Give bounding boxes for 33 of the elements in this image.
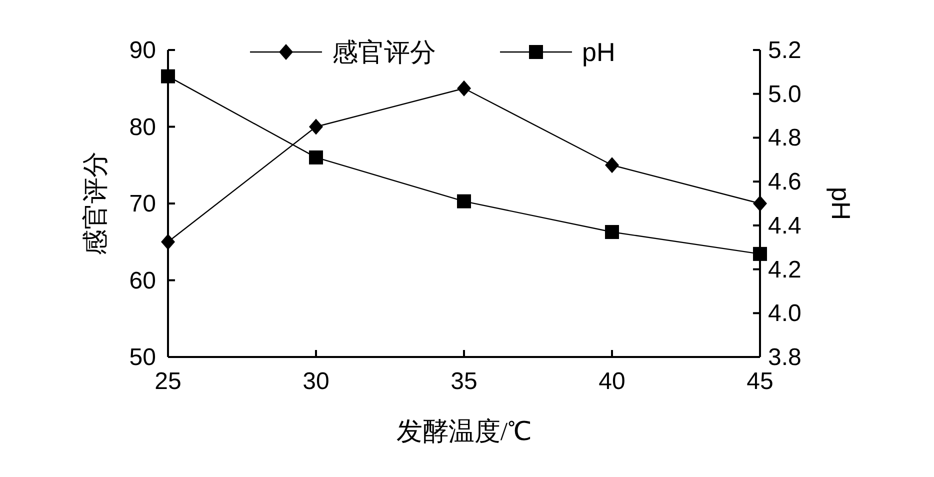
y-tick-label: 70	[129, 190, 156, 218]
point	[605, 157, 619, 174]
x-tick-label: 40	[598, 368, 626, 395]
y2-tick-label: 3.8	[768, 344, 802, 371]
y2-tick-label: 5.2	[768, 37, 802, 64]
point	[161, 69, 175, 84]
y-tick-label: 90	[129, 37, 156, 64]
y2-tick-label: 4.8	[768, 124, 802, 152]
point	[309, 118, 323, 135]
point	[161, 234, 175, 250]
y-tick-label: 60	[129, 267, 156, 294]
x-tick-label: 45	[746, 368, 774, 395]
y2-tick-label: 4.2	[768, 256, 802, 284]
y-tick-label: 50	[129, 344, 156, 371]
point	[309, 150, 323, 164]
point	[605, 225, 619, 240]
x-tick-label: 35	[450, 368, 478, 395]
y-axis-title: 感官评分	[80, 152, 110, 256]
point	[753, 196, 767, 212]
x-axis-title: 发酵温度/℃	[396, 417, 532, 446]
y2-tick-label: 4.6	[768, 168, 802, 196]
point	[753, 246, 767, 261]
x-tick-label: 25	[154, 368, 182, 395]
point	[457, 194, 471, 208]
x-tick-label: 30	[302, 368, 330, 395]
y2-tick-label: 4.4	[768, 212, 802, 240]
y2-axis-title: pH	[826, 186, 856, 220]
y2-tick-label: 5.0	[768, 80, 802, 108]
legend-label: 感官评分	[332, 37, 436, 67]
y-tick-label: 80	[129, 114, 156, 141]
legend-label: pH	[582, 37, 616, 67]
y2-tick-label: 4.0	[768, 300, 802, 328]
point	[457, 80, 471, 96]
